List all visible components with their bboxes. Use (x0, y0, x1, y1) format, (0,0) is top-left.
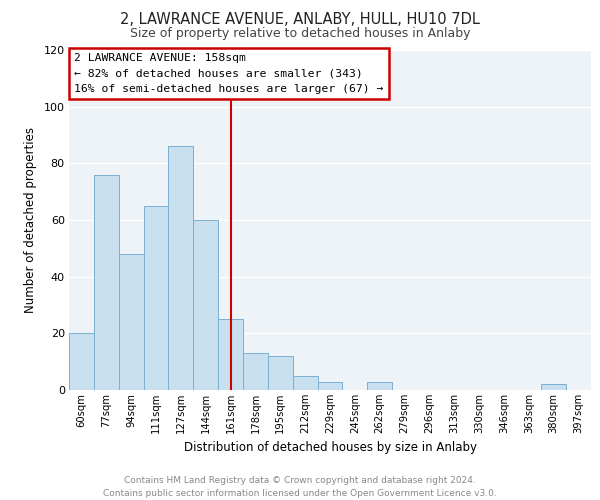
Text: Contains HM Land Registry data © Crown copyright and database right 2024.
Contai: Contains HM Land Registry data © Crown c… (103, 476, 497, 498)
Y-axis label: Number of detached properties: Number of detached properties (24, 127, 37, 313)
Bar (119, 254, 143, 390)
Bar (293, 376, 317, 390)
Bar (541, 384, 566, 390)
X-axis label: Distribution of detached houses by size in Anlaby: Distribution of detached houses by size … (184, 442, 476, 454)
Text: 2, LAWRANCE AVENUE, ANLABY, HULL, HU10 7DL: 2, LAWRANCE AVENUE, ANLABY, HULL, HU10 7… (120, 12, 480, 28)
Bar (218, 319, 243, 390)
Bar (317, 382, 343, 390)
Bar (94, 174, 119, 390)
Bar (169, 146, 193, 390)
Bar (367, 382, 392, 390)
Bar (268, 356, 293, 390)
Bar (69, 334, 94, 390)
Bar (193, 220, 218, 390)
Text: 2 LAWRANCE AVENUE: 158sqm
← 82% of detached houses are smaller (343)
16% of semi: 2 LAWRANCE AVENUE: 158sqm ← 82% of detac… (74, 54, 383, 94)
Bar (243, 353, 268, 390)
Text: Size of property relative to detached houses in Anlaby: Size of property relative to detached ho… (130, 28, 470, 40)
Bar (143, 206, 169, 390)
